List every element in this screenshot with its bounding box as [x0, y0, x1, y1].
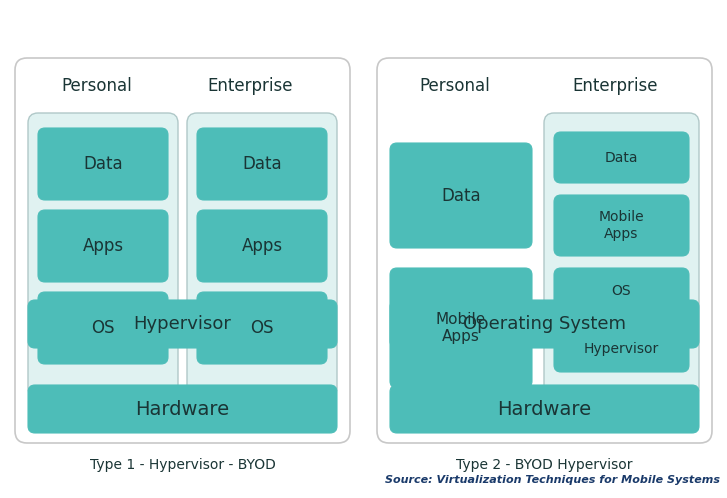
- Text: Data: Data: [83, 155, 123, 173]
- Text: Personal: Personal: [62, 77, 132, 95]
- FancyBboxPatch shape: [15, 58, 350, 443]
- FancyBboxPatch shape: [554, 195, 689, 256]
- Text: Type 2 - BYOD Hypervisor: Type 2 - BYOD Hypervisor: [457, 458, 632, 472]
- Text: Type 1 - Hypervisor - BYOD: Type 1 - Hypervisor - BYOD: [89, 458, 276, 472]
- FancyBboxPatch shape: [197, 292, 327, 364]
- Text: Enterprise: Enterprise: [572, 77, 658, 95]
- Text: Hardware: Hardware: [135, 399, 230, 418]
- FancyBboxPatch shape: [38, 292, 168, 364]
- Text: Hypervisor: Hypervisor: [584, 342, 659, 356]
- FancyBboxPatch shape: [554, 268, 689, 314]
- Text: Enterprise: Enterprise: [207, 77, 293, 95]
- FancyBboxPatch shape: [377, 58, 712, 443]
- FancyBboxPatch shape: [544, 113, 699, 398]
- FancyBboxPatch shape: [197, 128, 327, 200]
- Text: OS: OS: [611, 284, 631, 298]
- FancyBboxPatch shape: [38, 128, 168, 200]
- FancyBboxPatch shape: [390, 385, 699, 433]
- FancyBboxPatch shape: [197, 210, 327, 282]
- FancyBboxPatch shape: [554, 326, 689, 372]
- FancyBboxPatch shape: [28, 113, 178, 398]
- Text: Data: Data: [441, 186, 481, 205]
- FancyBboxPatch shape: [390, 143, 532, 248]
- FancyBboxPatch shape: [38, 210, 168, 282]
- FancyBboxPatch shape: [390, 268, 532, 388]
- Text: Mobile
Apps: Mobile Apps: [436, 312, 486, 344]
- Text: Data: Data: [605, 150, 638, 164]
- Text: Apps: Apps: [241, 237, 283, 255]
- FancyBboxPatch shape: [554, 132, 689, 183]
- FancyBboxPatch shape: [28, 385, 337, 433]
- Text: Mobile
Apps: Mobile Apps: [599, 210, 644, 241]
- Text: Operating System: Operating System: [463, 315, 626, 333]
- Text: Apps: Apps: [82, 237, 124, 255]
- Text: Source: Virtualization Techniques for Mobile Systems: Source: Virtualization Techniques for Mo…: [385, 475, 720, 485]
- Text: Data: Data: [242, 155, 282, 173]
- FancyBboxPatch shape: [187, 113, 337, 398]
- Text: OS: OS: [92, 319, 115, 337]
- Text: Hypervisor: Hypervisor: [134, 315, 231, 333]
- Text: Hardware: Hardware: [497, 399, 592, 418]
- FancyBboxPatch shape: [390, 300, 699, 348]
- FancyBboxPatch shape: [28, 300, 337, 348]
- Text: OS: OS: [250, 319, 274, 337]
- Text: Personal: Personal: [419, 77, 491, 95]
